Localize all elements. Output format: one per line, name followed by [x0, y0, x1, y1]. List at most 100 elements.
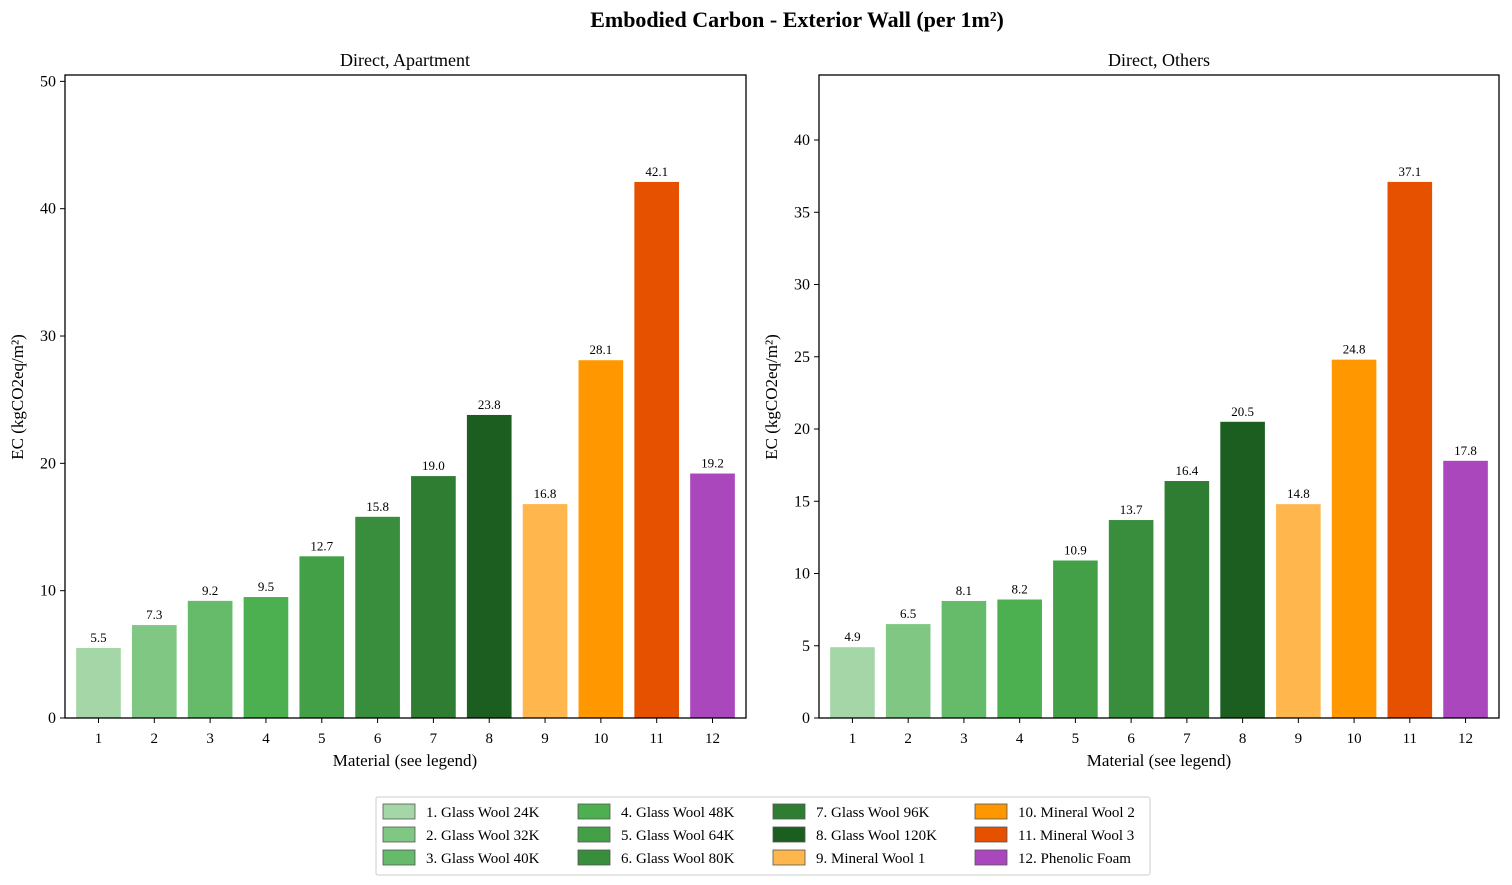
legend-label: 4. Glass Wool 48K [621, 805, 735, 821]
bar-5 [1053, 560, 1098, 718]
legend-frame [375, 796, 1151, 876]
value-label: 5.5 [90, 630, 106, 645]
x-tick-label: 6 [374, 731, 382, 747]
bar-group [76, 181, 735, 718]
value-label: 14.8 [1287, 486, 1310, 501]
bar-9 [522, 504, 568, 718]
bar-3 [187, 600, 233, 718]
x-tick-label: 2 [904, 731, 912, 747]
bar-3 [941, 600, 987, 718]
value-label: 9.5 [258, 579, 274, 594]
legend-swatch [974, 803, 1008, 820]
bar-11 [634, 181, 680, 718]
legend-swatch [577, 826, 611, 843]
legend-swatch [974, 826, 1008, 843]
y-tick-label: 15 [794, 493, 810, 510]
y-tick-label: 20 [40, 455, 56, 472]
y-tick-label: 0 [48, 710, 56, 727]
x-tick-label: 5 [1072, 731, 1080, 747]
x-tick-label: 5 [318, 731, 326, 747]
bar-12 [1443, 460, 1488, 718]
x-tick-label: 8 [1239, 731, 1247, 747]
x-axis-label: Material (see legend) [1087, 751, 1231, 770]
x-tick-label: 7 [1183, 731, 1191, 747]
y-tick-label: 5 [802, 638, 810, 655]
y-tick-label: 20 [794, 421, 810, 438]
legend-swatch [772, 803, 806, 820]
bar-2 [885, 624, 931, 718]
bar-12 [690, 473, 735, 718]
value-label: 42.1 [645, 164, 668, 179]
x-tick-label: 12 [705, 731, 720, 747]
chart-title: Direct, Apartment [340, 50, 470, 70]
value-label: 24.8 [1343, 342, 1366, 357]
value-label: 15.8 [366, 499, 389, 514]
legend-swatch [382, 826, 416, 843]
x-tick-label: 1 [95, 731, 103, 747]
y-tick-label: 0 [802, 710, 810, 727]
value-label: 37.1 [1398, 164, 1421, 179]
bar-6 [355, 516, 400, 718]
legend-swatch [772, 849, 806, 866]
legend-items: 1. Glass Wool 24K 2. Glass Wool 32K 3. Gla… [382, 803, 1135, 867]
legend-label: 12. Phenolic Foam [1018, 851, 1131, 867]
y-tick-label: 10 [40, 583, 56, 600]
x-tick-label: 2 [151, 731, 159, 747]
value-label: 7.3 [146, 607, 162, 622]
bar-7 [411, 476, 456, 718]
legend-label: 2. Glass Wool 32K [426, 828, 540, 844]
bar-8 [1220, 421, 1265, 718]
x-tick-label: 4 [262, 731, 270, 747]
y-axis-label: EC (kgCO2eq/m²) [762, 334, 781, 460]
y-tick-label: 10 [794, 566, 810, 583]
y-axis-label: EC (kgCO2eq/m²) [8, 334, 27, 460]
figure-title: Embodied Carbon - Exterior Wall (per 1m²… [590, 7, 1004, 32]
x-tick-label: 7 [430, 731, 438, 747]
legend-swatch [382, 849, 416, 866]
legend-label: 10. Mineral Wool 2 [1018, 805, 1135, 821]
legend: 1. Glass Wool 24K 2. Glass Wool 32K 3. Gla… [375, 796, 1151, 876]
y-tick-label: 40 [794, 132, 810, 149]
value-label: 6.5 [900, 606, 916, 621]
legend-label: 5. Glass Wool 64K [621, 828, 735, 844]
legend-label: 8. Glass Wool 120K [816, 828, 937, 844]
x-tick-label: 9 [1295, 731, 1303, 747]
bar-2 [131, 625, 177, 718]
legend-label: 6. Glass Wool 80K [621, 851, 735, 867]
value-label: 9.2 [202, 583, 218, 598]
value-label: 28.1 [589, 342, 612, 357]
y-tick-group: 0 5 10 15 20 25 30 35 40 [794, 132, 819, 727]
bar-8 [466, 414, 512, 718]
value-label: 12.7 [310, 538, 333, 553]
value-label: 19.0 [422, 458, 445, 473]
y-tick-label: 40 [40, 201, 56, 218]
value-label-group: 5.5 7.3 9.2 9.5 12.7 15.8 19.0 23.8 16.8 28.1 42.1… [90, 164, 724, 645]
x-tick-label: 8 [485, 731, 493, 747]
x-tick-label: 12 [1458, 731, 1473, 747]
x-tick-label: 1 [849, 731, 857, 747]
bar-10 [1331, 359, 1377, 718]
plot-area [818, 74, 1500, 719]
value-label: 10.9 [1064, 543, 1087, 558]
chart-panel-apartment: Direct, Apartment Material (see legend) … [8, 50, 747, 770]
chart-title: Direct, Others [1108, 50, 1210, 70]
x-tick-label: 6 [1127, 731, 1135, 747]
bar-10 [578, 360, 624, 718]
bar-group [830, 181, 1488, 718]
y-tick-label: 35 [794, 204, 810, 221]
legend-label: 7. Glass Wool 96K [816, 805, 930, 821]
legend-label: 1. Glass Wool 24K [426, 805, 540, 821]
x-tick-label: 4 [1016, 731, 1024, 747]
x-tick-label: 3 [960, 731, 968, 747]
bar-11 [1387, 181, 1433, 718]
bar-5 [299, 556, 345, 718]
legend-label: 11. Mineral Wool 3 [1018, 828, 1134, 844]
chart-panel-others: Direct, Others Material (see legend) EC … [762, 50, 1500, 770]
value-label: 17.8 [1454, 443, 1477, 458]
value-label: 23.8 [478, 397, 501, 412]
value-label: 16.4 [1175, 463, 1198, 478]
value-label: 8.2 [1012, 582, 1028, 597]
x-tick-label: 10 [1347, 731, 1362, 747]
legend-swatch [772, 826, 806, 843]
value-label: 13.7 [1120, 502, 1143, 517]
